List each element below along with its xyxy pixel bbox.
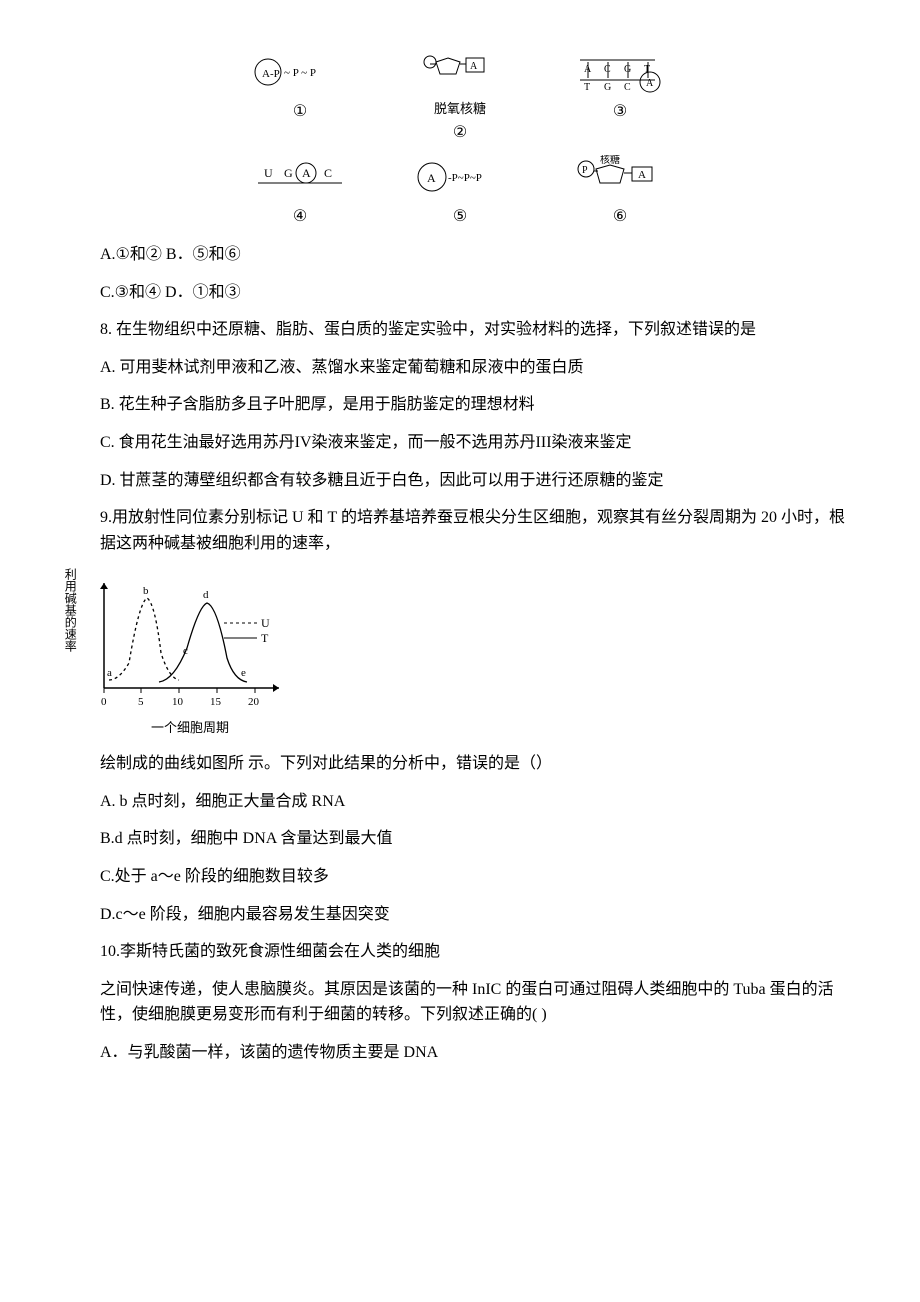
diagram-4: U G A C ④ bbox=[250, 155, 350, 230]
diagram-1: A-P ~ P ~ P ① bbox=[250, 50, 350, 145]
svg-text:~ P ~ P: ~ P ~ P bbox=[284, 67, 316, 79]
svg-text:核糖: 核糖 bbox=[600, 155, 620, 166]
q8-b: B. 花生种子含脂肪多且子叶肥厚，是用于脂肪鉴定的理想材料 bbox=[100, 392, 860, 418]
diagram-1-text: A-P bbox=[262, 68, 280, 80]
diagram-5-num: ⑤ bbox=[410, 204, 510, 230]
q8-c: C. 食用花生油最好选用苏丹IV染液来鉴定，而一般不选用苏丹III染液来鉴定 bbox=[100, 430, 860, 456]
q8-d: D. 甘蔗茎的薄壁组织都含有较多糖且近于白色，因此可以用于进行还原糖的鉴定 bbox=[100, 468, 860, 494]
diagram-grid: A-P ~ P ~ P ① A 脱氧核糖 ② bbox=[60, 50, 860, 230]
svg-text:A: A bbox=[302, 166, 311, 180]
legend-u: U bbox=[261, 616, 270, 630]
svg-text:U: U bbox=[264, 166, 273, 180]
q9-chart-svg: 0 5 10 15 20 a b c d e U T bbox=[79, 568, 299, 718]
svg-text:A: A bbox=[646, 78, 654, 89]
diagram-2: A 脱氧核糖 ② bbox=[410, 50, 510, 145]
svg-text:T: T bbox=[584, 82, 590, 93]
diagram-row-1: A-P ~ P ~ P ① A 脱氧核糖 ② bbox=[60, 50, 860, 145]
svg-text:A: A bbox=[638, 169, 646, 181]
diagram-5: A -P~P~P ⑤ bbox=[410, 155, 510, 230]
pt-a: a bbox=[107, 667, 112, 679]
xtick-10: 10 bbox=[172, 696, 184, 708]
svg-text:G: G bbox=[604, 82, 611, 93]
q9-b: B.d 点时刻，细胞中 DNA 含量达到最大值 bbox=[100, 826, 860, 852]
pt-e: e bbox=[241, 667, 246, 679]
xtick-5: 5 bbox=[138, 696, 144, 708]
xtick-15: 15 bbox=[210, 696, 222, 708]
u-curve bbox=[109, 598, 179, 680]
diagram-2-num: ② bbox=[410, 120, 510, 146]
diagram-4-num: ④ bbox=[250, 204, 350, 230]
q9-chart: 利用碱基的速率 0 5 10 15 20 a b c d bbox=[60, 568, 300, 739]
xtick-20: 20 bbox=[248, 696, 260, 708]
q9-c: C.处于 a～e 阶段的细胞数目较多 bbox=[100, 864, 860, 890]
q7-option-line1: A.①和② B．⑤和⑥ bbox=[100, 242, 860, 268]
svg-text:G: G bbox=[284, 166, 293, 180]
svg-text:A: A bbox=[470, 61, 478, 72]
pt-d: d bbox=[203, 589, 209, 601]
q10-stem1: 10.李斯特氏菌的致死食源性细菌会在人类的细胞 bbox=[100, 939, 860, 965]
q9-stem2: 绘制成的曲线如图所 示。下列对此结果的分析中，错误的是（） bbox=[100, 751, 860, 777]
diagram-3-num: ③ bbox=[570, 99, 670, 125]
xtick-0: 0 bbox=[101, 696, 107, 708]
q8-stem: 8. 在生物组织中还原糖、脂肪、蛋白质的鉴定实验中，对实验材料的选择，下列叙述错… bbox=[100, 317, 860, 343]
pt-c: c bbox=[183, 645, 188, 657]
svg-text:P: P bbox=[582, 165, 588, 176]
q10-a: A．与乳酸菌一样，该菌的遗传物质主要是 DNA bbox=[100, 1040, 860, 1066]
svg-text:-P~P~P: -P~P~P bbox=[448, 172, 482, 184]
svg-text:C: C bbox=[624, 82, 631, 93]
diagram-1-num: ① bbox=[250, 99, 350, 125]
diagram-6: P 核糖 A ⑥ bbox=[570, 155, 670, 230]
diagram-6-num: ⑥ bbox=[570, 204, 670, 230]
legend-t: T bbox=[261, 631, 269, 645]
pt-b: b bbox=[143, 585, 149, 597]
svg-text:A: A bbox=[427, 171, 436, 185]
q7-option-line2: C.③和④ D．①和③ bbox=[100, 280, 860, 306]
diagram-3: AT CG GC T A ③ bbox=[570, 50, 670, 145]
q9-chart-ylabel: 利用碱基的速率 bbox=[60, 568, 79, 652]
t-curve bbox=[159, 603, 247, 682]
q10-stem2: 之间快速传递，使人患脑膜炎。其原因是该菌的一种 InIC 的蛋白可通过阻碍人类细… bbox=[100, 977, 860, 1028]
q9-stem: 9.用放射性同位素分别标记 U 和 T 的培养基培养蚕豆根尖分生区细胞，观察其有… bbox=[100, 505, 860, 556]
diagram-2-label: 脱氧核糖 bbox=[410, 99, 510, 120]
q8-a: A. 可用斐林试剂甲液和乙液、蒸馏水来鉴定葡萄糖和尿液中的蛋白质 bbox=[100, 355, 860, 381]
q9-a: A. b 点时刻，细胞正大量合成 RNA bbox=[100, 789, 860, 815]
q9-d: D.c～e 阶段，细胞内最容易发生基因突变 bbox=[100, 902, 860, 928]
q9-chart-xlabel: 一个细胞周期 bbox=[80, 718, 300, 739]
svg-text:C: C bbox=[324, 166, 332, 180]
diagram-row-2: U G A C ④ A -P~P~P ⑤ bbox=[60, 155, 860, 230]
